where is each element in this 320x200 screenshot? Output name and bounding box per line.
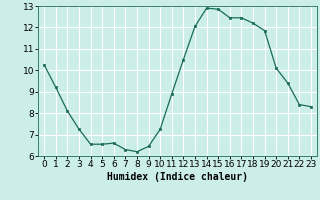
X-axis label: Humidex (Indice chaleur): Humidex (Indice chaleur) [107, 172, 248, 182]
